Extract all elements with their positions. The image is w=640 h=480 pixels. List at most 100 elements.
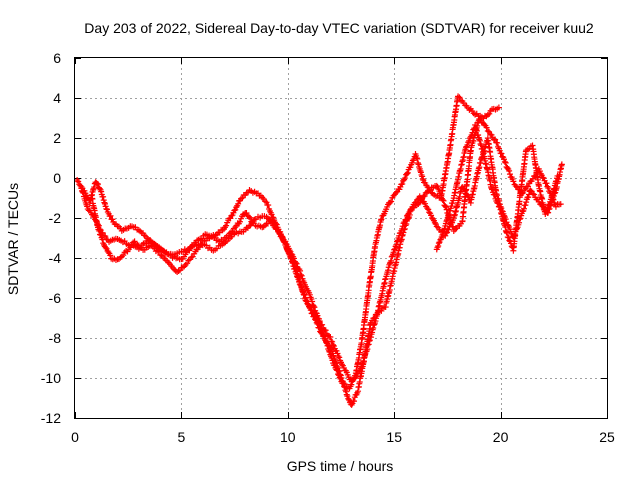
data-point <box>391 246 398 253</box>
data-point <box>466 137 473 144</box>
x-tick-labels: 0 5 10 15 20 25 <box>71 429 615 445</box>
data-point <box>462 188 469 195</box>
data-point <box>414 159 421 166</box>
data-point <box>276 230 283 237</box>
data-point <box>424 205 431 212</box>
data-point <box>438 192 445 199</box>
chart-title: Day 203 of 2022, Sidereal Day-to-day VTE… <box>84 20 594 36</box>
data-point <box>403 170 410 177</box>
data-point <box>545 185 552 192</box>
data-point <box>358 363 365 370</box>
data-point <box>102 244 109 251</box>
data-point <box>435 240 442 247</box>
data-point <box>403 216 410 223</box>
x-tick-label: 10 <box>280 429 296 445</box>
data-point <box>543 180 550 187</box>
data-point <box>330 341 337 348</box>
data-point <box>293 260 300 267</box>
data-point <box>487 131 494 138</box>
data-point <box>264 215 271 222</box>
data-point <box>291 255 298 262</box>
data-point <box>92 216 99 223</box>
data-point <box>489 186 496 193</box>
data-point <box>316 318 323 325</box>
data-point <box>479 148 486 155</box>
data-point <box>309 298 316 305</box>
data-point <box>96 226 103 233</box>
data-point <box>361 355 368 362</box>
data-point <box>247 214 254 221</box>
data-point <box>409 157 416 164</box>
data-point <box>475 131 482 138</box>
data-point <box>385 267 392 274</box>
data-point <box>523 199 530 206</box>
data-point <box>399 225 406 232</box>
x-axis-label: GPS time / hours <box>287 458 394 474</box>
data-point <box>319 321 326 328</box>
data-point <box>477 140 484 147</box>
data-point <box>439 196 446 203</box>
data-point <box>479 146 486 153</box>
data-point <box>399 180 406 187</box>
series-track-4 <box>433 121 561 254</box>
data-point <box>476 164 483 171</box>
data-point <box>94 181 101 188</box>
data-point <box>469 129 476 136</box>
data-point <box>101 199 108 206</box>
y-tick-labels: -12 -10 -8 -6 -4 -2 0 2 4 6 <box>41 50 61 426</box>
data-point <box>557 201 564 208</box>
data-point <box>413 154 420 161</box>
data-point <box>391 245 398 252</box>
data-point <box>529 175 536 182</box>
data-point <box>351 375 358 382</box>
x-tick-label: 15 <box>386 429 402 445</box>
data-point <box>386 199 393 206</box>
y-tick-label: -8 <box>49 330 62 346</box>
data-point <box>443 206 450 213</box>
data-point <box>335 364 342 371</box>
data-point <box>426 209 433 216</box>
y-tick-label: 4 <box>53 90 61 106</box>
y-tick-label: -4 <box>49 250 62 266</box>
data-point <box>445 226 452 233</box>
data-point <box>332 356 339 363</box>
data-point <box>335 353 342 360</box>
data-point <box>277 233 284 240</box>
data-point <box>422 200 429 207</box>
data-point <box>311 304 318 311</box>
data-point <box>440 228 447 235</box>
data-point <box>439 232 446 239</box>
data-point <box>243 210 250 217</box>
data-point <box>521 205 528 212</box>
data-point <box>492 136 499 143</box>
x-tick-label: 25 <box>599 429 615 445</box>
y-tick-label: -6 <box>49 290 62 306</box>
data-point <box>476 137 483 144</box>
data-point <box>79 188 86 195</box>
data-point <box>336 368 343 375</box>
data-point <box>442 232 449 239</box>
data-point <box>440 197 447 204</box>
data-point <box>338 374 345 381</box>
data-point <box>228 212 235 219</box>
data-point <box>445 214 452 221</box>
data-point <box>223 222 230 229</box>
data-point <box>506 167 513 174</box>
data-point <box>332 358 339 365</box>
data-point <box>529 190 536 197</box>
data-point <box>464 191 471 198</box>
data-point <box>345 395 352 402</box>
data-point <box>531 191 538 198</box>
data-point <box>419 175 426 182</box>
data-point <box>486 110 493 117</box>
data-point <box>442 203 449 210</box>
y-tick-label: -12 <box>41 410 61 426</box>
data-point <box>476 115 483 122</box>
data-point <box>434 244 441 251</box>
data-point <box>472 121 479 128</box>
data-point <box>337 371 344 378</box>
y-tick-label: 0 <box>53 170 61 186</box>
data-point <box>109 216 116 223</box>
data-point <box>300 291 307 298</box>
